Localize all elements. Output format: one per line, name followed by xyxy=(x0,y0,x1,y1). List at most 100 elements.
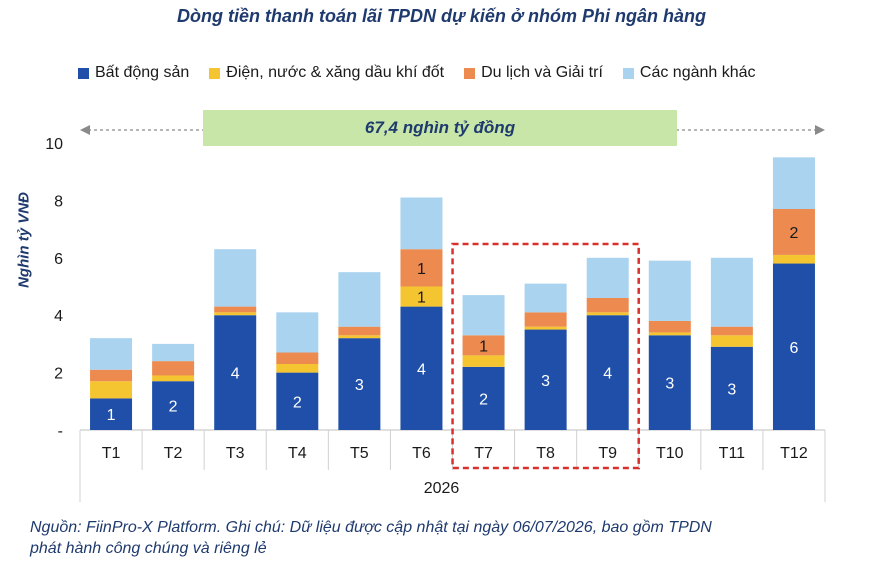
bar-segment xyxy=(214,315,257,430)
legend-item: Bất động sản xyxy=(78,64,189,82)
x-tick-label: T5 xyxy=(350,445,369,462)
data-label: 1 xyxy=(417,261,426,278)
x-tick-label: T4 xyxy=(288,445,307,462)
bar-segment xyxy=(90,369,133,382)
bar-segment xyxy=(524,283,567,313)
bar-segment xyxy=(586,315,629,430)
bar-segment xyxy=(586,312,629,316)
bar-segment xyxy=(586,257,629,298)
bar-segment xyxy=(772,254,815,264)
bar-segment xyxy=(772,263,815,430)
bar-segment xyxy=(524,312,567,327)
data-label: 3 xyxy=(665,376,674,393)
y-tick-label: 6 xyxy=(54,251,63,268)
bar-segment xyxy=(90,398,133,430)
source-note: Nguồn: FiinPro-X Platform. Ghi chú: Dữ l… xyxy=(30,519,712,557)
bar-segment xyxy=(648,320,691,333)
data-label: 1 xyxy=(479,338,488,355)
bar-segment xyxy=(710,335,753,347)
bar-segment xyxy=(648,335,691,430)
bar-segment xyxy=(648,332,691,336)
x-tick-label: T6 xyxy=(412,445,431,462)
data-label: 2 xyxy=(169,399,178,416)
bar-segment xyxy=(400,306,443,430)
bar-segment xyxy=(524,326,567,330)
legend-swatch xyxy=(622,67,634,79)
legend-label: Điện, nước & xăng dầu khí đốt xyxy=(226,64,445,81)
legend-swatch xyxy=(209,67,221,79)
bar-segment xyxy=(400,286,443,307)
legend-label: Bất động sản xyxy=(95,64,190,81)
data-label: 3 xyxy=(727,381,736,398)
data-label: 2 xyxy=(293,394,302,411)
bar-segment xyxy=(462,355,505,367)
legend-item: Các ngành khác xyxy=(622,64,756,82)
bar-segment xyxy=(710,326,753,336)
y-tick-label: 4 xyxy=(54,308,63,325)
x-tick-label: T2 xyxy=(164,445,183,462)
bar-segment xyxy=(152,375,195,382)
data-label: 2 xyxy=(479,391,488,408)
x-axis-title: 2026 xyxy=(423,480,460,497)
total-band-label: 67,4 nghìn tỷ đồng xyxy=(364,118,516,137)
bar-segment xyxy=(276,312,319,353)
bar-segment xyxy=(338,338,381,430)
y-tick-label: 10 xyxy=(45,136,63,153)
legend: Bất động sản Điện, nước & xăng dầu khí đố… xyxy=(78,64,756,82)
y-tick-label: - xyxy=(58,423,63,440)
bar-segment xyxy=(524,329,567,430)
chart-title: Dòng tiền thanh toán lãi TPDN dự kiến ở … xyxy=(177,6,706,26)
bar-segment xyxy=(90,381,133,399)
legend-label: Các ngành khác xyxy=(639,64,756,81)
x-tick-label: T10 xyxy=(656,445,684,462)
bar-segment xyxy=(338,335,381,339)
x-tick-label: T7 xyxy=(474,445,493,462)
bar-segment xyxy=(152,343,195,362)
bar-segment xyxy=(276,363,319,373)
total-range-arrow-left xyxy=(80,125,90,135)
x-tick-label: T8 xyxy=(536,445,555,462)
legend-item: Du lịch và Giải trí xyxy=(464,64,603,82)
total-range-arrow-right xyxy=(815,125,825,135)
bar-segment xyxy=(338,272,381,327)
total-band: 67,4 nghìn tỷ đồng xyxy=(203,110,677,146)
bar-segment xyxy=(772,209,815,255)
data-label: 4 xyxy=(417,361,426,378)
data-label: 1 xyxy=(417,290,426,307)
bar-segment xyxy=(214,249,257,307)
bar-segment xyxy=(772,157,815,210)
x-tick-label: T11 xyxy=(719,445,745,462)
x-tick-label: T3 xyxy=(226,445,245,462)
bar-segment xyxy=(214,306,257,313)
data-label: 4 xyxy=(231,366,240,383)
bar-segment xyxy=(152,381,195,430)
bar-segment xyxy=(276,372,319,430)
data-label: 3 xyxy=(541,373,550,390)
y-axis-label: Nghìn tỷ VNĐ xyxy=(15,192,33,288)
highlight-box xyxy=(451,242,640,470)
legend-item: Điện, nước & xăng dầu khí đốt xyxy=(209,64,444,82)
bar-segment xyxy=(462,295,505,336)
bar-segment xyxy=(400,197,443,250)
x-tick-label: T12 xyxy=(780,445,808,462)
bar-segment xyxy=(710,257,753,327)
bar-segment xyxy=(338,326,381,336)
legend-swatch xyxy=(464,67,476,79)
y-tick-label: 8 xyxy=(54,193,63,210)
bar-segment xyxy=(462,335,505,356)
x-tick-label: T1 xyxy=(102,445,121,462)
bar-segment xyxy=(648,260,691,321)
bar-segment xyxy=(152,361,195,376)
bar-segment xyxy=(710,346,753,430)
data-label: 1 xyxy=(107,407,116,424)
x-tick-label: T9 xyxy=(598,445,617,462)
bar-segment xyxy=(586,297,629,313)
bar-segment xyxy=(214,312,257,316)
bar-segment xyxy=(400,249,443,287)
bar-segment xyxy=(462,366,505,430)
legend-swatch xyxy=(78,67,89,79)
bar-segment xyxy=(276,352,319,364)
bar-segment xyxy=(90,338,133,370)
data-label: 6 xyxy=(790,340,799,357)
